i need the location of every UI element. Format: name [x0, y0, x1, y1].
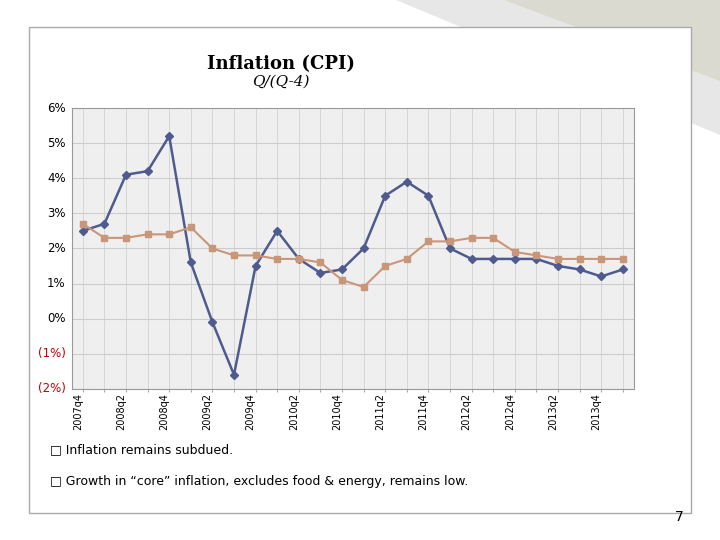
Line: CPI: CPI [80, 133, 626, 377]
Text: 2007q4: 2007q4 [73, 393, 83, 430]
Text: 3%: 3% [47, 207, 66, 220]
CPI [554, 262, 562, 269]
Core CPI [78, 220, 87, 227]
CPI [338, 266, 346, 273]
Core CPI [554, 256, 562, 262]
Text: (2%): (2%) [37, 382, 66, 395]
Core CPI [424, 238, 433, 245]
Core CPI [575, 256, 584, 262]
Core CPI [122, 234, 130, 241]
CPI [575, 266, 584, 273]
Text: 2010q4: 2010q4 [332, 393, 342, 430]
Text: Inflation (CPI): Inflation (CPI) [207, 55, 355, 73]
CPI [424, 192, 433, 199]
Core CPI [208, 245, 217, 252]
CPI [294, 256, 303, 262]
Core CPI [316, 259, 325, 266]
Text: 2011q2: 2011q2 [375, 393, 385, 430]
Text: 7: 7 [675, 510, 684, 524]
Core CPI [100, 234, 109, 241]
Text: 2009q4: 2009q4 [246, 393, 256, 430]
Text: 2013q2: 2013q2 [548, 393, 558, 430]
Polygon shape [504, 0, 720, 81]
Text: 2008q4: 2008q4 [159, 393, 169, 430]
Line: Core CPI: Core CPI [80, 221, 626, 290]
FancyBboxPatch shape [29, 27, 691, 513]
CPI [208, 319, 217, 325]
Text: 1%: 1% [47, 277, 66, 290]
CPI [618, 266, 627, 273]
Text: 2008q2: 2008q2 [116, 393, 126, 430]
CPI [273, 228, 282, 234]
Core CPI [532, 252, 541, 259]
Text: 2012q2: 2012q2 [462, 393, 472, 430]
Core CPI [251, 252, 260, 259]
Core CPI [186, 224, 195, 231]
Core CPI [402, 256, 411, 262]
Core CPI [618, 256, 627, 262]
CPI [467, 256, 476, 262]
Text: 0%: 0% [47, 312, 66, 325]
Core CPI [338, 276, 346, 283]
CPI [230, 372, 238, 378]
Core CPI [467, 234, 476, 241]
Core CPI [510, 248, 519, 255]
Text: 2009q2: 2009q2 [202, 393, 212, 430]
CPI [78, 228, 87, 234]
Core CPI [294, 256, 303, 262]
Text: 2013q4: 2013q4 [591, 393, 601, 430]
Text: 5%: 5% [47, 137, 66, 150]
Text: 2010q2: 2010q2 [289, 393, 299, 430]
Core CPI [381, 262, 390, 269]
Core CPI [597, 256, 606, 262]
Text: (1%): (1%) [37, 347, 66, 360]
Text: 2011q4: 2011q4 [418, 393, 428, 430]
CPI [402, 178, 411, 185]
Text: 2012q4: 2012q4 [505, 393, 515, 430]
CPI [143, 168, 152, 174]
Core CPI [165, 231, 174, 238]
Core CPI [273, 256, 282, 262]
Core CPI [446, 238, 454, 245]
CPI [532, 256, 541, 262]
Text: □ Inflation remains subdued.: □ Inflation remains subdued. [50, 443, 233, 456]
Text: 4%: 4% [47, 172, 66, 185]
CPI [446, 245, 454, 252]
Text: □ Growth in “core” inflation, excludes food & energy, remains low.: □ Growth in “core” inflation, excludes f… [50, 475, 469, 488]
Core CPI [143, 231, 152, 238]
CPI [100, 220, 109, 227]
CPI [165, 133, 174, 139]
Text: 2%: 2% [47, 242, 66, 255]
Text: Q/(Q-4): Q/(Q-4) [252, 75, 310, 89]
CPI [597, 273, 606, 280]
CPI [251, 262, 260, 269]
CPI [510, 256, 519, 262]
CPI [489, 256, 498, 262]
CPI [359, 245, 368, 252]
Text: 6%: 6% [47, 102, 66, 114]
Core CPI [489, 234, 498, 241]
Core CPI [359, 284, 368, 291]
CPI [122, 172, 130, 178]
CPI [186, 259, 195, 266]
CPI [381, 192, 390, 199]
CPI [316, 270, 325, 276]
Core CPI [230, 252, 238, 259]
Polygon shape [396, 0, 720, 135]
